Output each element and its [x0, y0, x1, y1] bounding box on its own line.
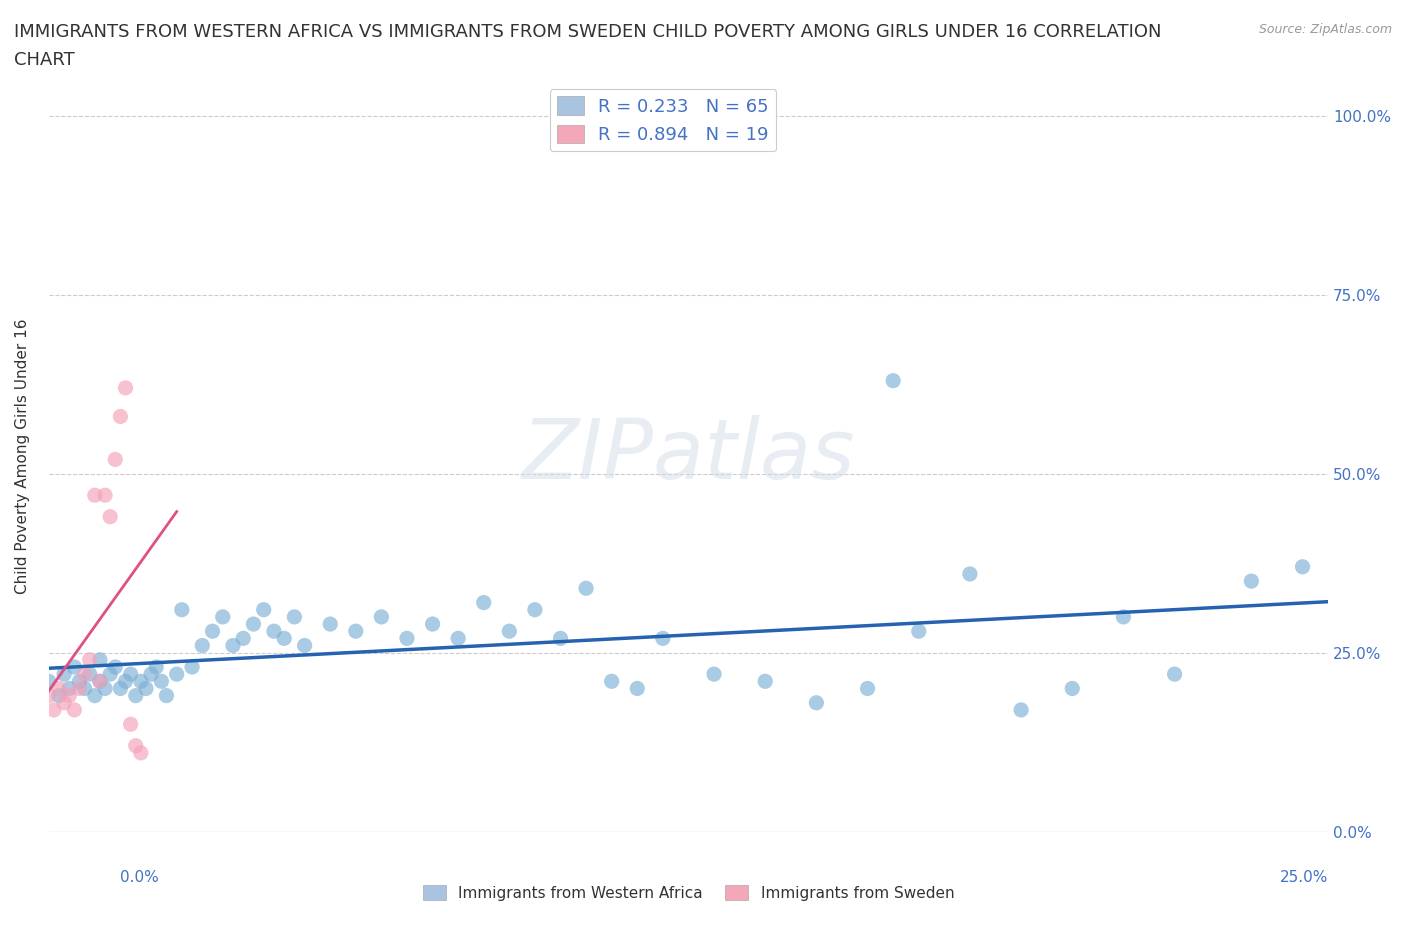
Point	[79, 667, 101, 682]
Point	[294, 638, 316, 653]
Point	[498, 624, 520, 639]
Text: IMMIGRANTS FROM WESTERN AFRICA VS IMMIGRANTS FROM SWEDEN CHILD POVERTY AMONG GIR: IMMIGRANTS FROM WESTERN AFRICA VS IMMIGR…	[14, 23, 1161, 41]
Point	[73, 667, 96, 682]
Point	[98, 667, 121, 682]
Point	[94, 681, 117, 696]
Point	[79, 652, 101, 667]
Point	[600, 674, 623, 689]
Point	[1010, 702, 1032, 717]
Point	[150, 674, 173, 689]
Point	[856, 681, 879, 696]
Point	[53, 667, 76, 682]
Point	[114, 380, 136, 395]
Point	[69, 674, 91, 689]
Point	[98, 510, 121, 525]
Point	[370, 609, 392, 624]
Point	[1240, 574, 1263, 589]
Point	[125, 738, 148, 753]
Point	[125, 688, 148, 703]
Point	[283, 609, 305, 624]
Point	[319, 617, 342, 631]
Point	[139, 667, 162, 682]
Point	[523, 603, 546, 618]
Point	[253, 603, 276, 618]
Point	[703, 667, 725, 682]
Point	[89, 674, 111, 689]
Point	[110, 681, 132, 696]
Point	[344, 624, 367, 639]
Point	[83, 688, 105, 703]
Point	[63, 659, 86, 674]
Point	[83, 487, 105, 502]
Point	[232, 631, 254, 645]
Point	[651, 631, 673, 645]
Point	[120, 667, 142, 682]
Text: CHART: CHART	[14, 51, 75, 69]
Point	[181, 659, 204, 674]
Point	[89, 674, 111, 689]
Point	[120, 717, 142, 732]
Point	[89, 652, 111, 667]
Point	[754, 674, 776, 689]
Point	[959, 566, 981, 581]
Point	[211, 609, 233, 624]
Point	[58, 688, 80, 703]
Point	[1112, 609, 1135, 624]
Point	[1163, 667, 1185, 682]
Point	[166, 667, 188, 682]
Point	[110, 409, 132, 424]
Point	[575, 581, 598, 596]
Point	[155, 688, 177, 703]
Point	[263, 624, 285, 639]
Point	[1291, 559, 1313, 574]
Point	[422, 617, 444, 631]
Text: Source: ZipAtlas.com: Source: ZipAtlas.com	[1258, 23, 1392, 36]
Point	[145, 659, 167, 674]
Text: 0.0%: 0.0%	[120, 870, 159, 884]
Point	[626, 681, 648, 696]
Point	[1062, 681, 1084, 696]
Point	[94, 487, 117, 502]
Point	[104, 452, 127, 467]
Y-axis label: Child Poverty Among Girls Under 16: Child Poverty Among Girls Under 16	[15, 318, 30, 593]
Point	[129, 674, 152, 689]
Point	[191, 638, 214, 653]
Point	[550, 631, 572, 645]
Text: ZIPatlas: ZIPatlas	[522, 416, 855, 497]
Point	[42, 702, 65, 717]
Point	[58, 681, 80, 696]
Point	[806, 696, 828, 711]
Point	[114, 674, 136, 689]
Text: 25.0%: 25.0%	[1281, 870, 1329, 884]
Point	[53, 696, 76, 711]
Point	[273, 631, 295, 645]
Point	[472, 595, 495, 610]
Point	[201, 624, 224, 639]
Point	[38, 688, 60, 703]
Point	[48, 688, 70, 703]
Point	[63, 702, 86, 717]
Point	[69, 681, 91, 696]
Point	[882, 373, 904, 388]
Point	[222, 638, 245, 653]
Point	[907, 624, 929, 639]
Point	[48, 681, 70, 696]
Point	[242, 617, 264, 631]
Point	[447, 631, 470, 645]
Point	[170, 603, 193, 618]
Point	[129, 746, 152, 761]
Point	[135, 681, 157, 696]
Legend: R = 0.233   N = 65, R = 0.894   N = 19: R = 0.233 N = 65, R = 0.894 N = 19	[550, 89, 776, 152]
Point	[395, 631, 418, 645]
Point	[104, 659, 127, 674]
Point	[73, 681, 96, 696]
Point	[38, 674, 60, 689]
